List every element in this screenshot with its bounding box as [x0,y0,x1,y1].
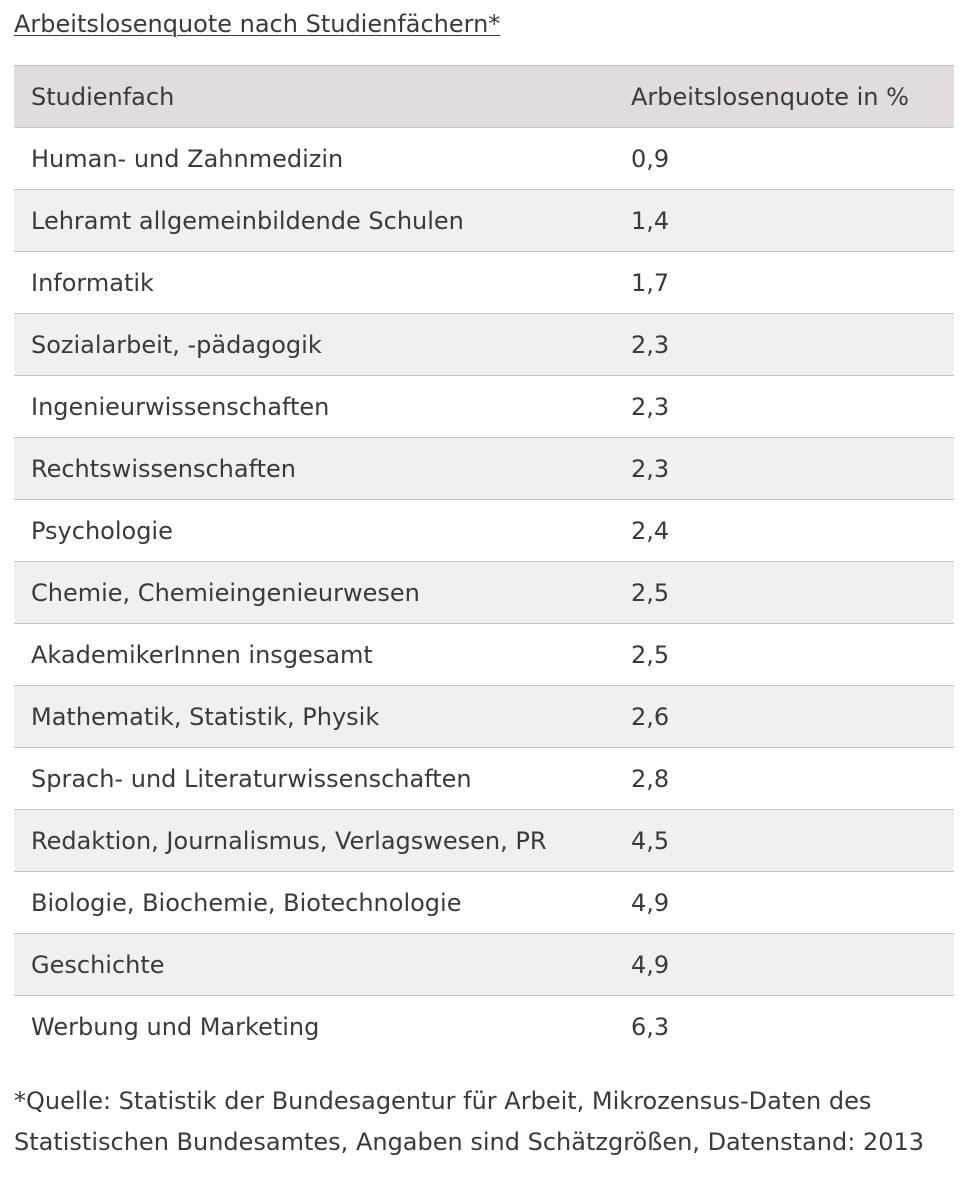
cell-quote: 2,3 [614,313,954,376]
cell-quote: 2,3 [614,437,954,500]
cell-studienfach: Informatik [14,251,614,314]
cell-studienfach: Biologie, Biochemie, Biotechnologie [14,871,614,934]
cell-studienfach: Sozialarbeit, -pädagogik [14,313,614,376]
table-row: Lehramt allgemeinbildende Schulen 1,4 [14,189,954,252]
cell-quote: 0,9 [614,127,954,190]
cell-quote: 4,9 [614,933,954,996]
table-row: Sprach- und Literaturwissenschaften 2,8 [14,747,954,810]
column-header-quote: Arbeitslosenquote in % [614,65,954,128]
cell-studienfach: Rechtswissenschaften [14,437,614,500]
table-row: AkademikerInnen insgesamt 2,5 [14,623,954,686]
table-header: Studienfach Arbeitslosenquote in % [14,65,954,128]
cell-studienfach: Ingenieurwissenschaften [14,375,614,438]
cell-studienfach: Human- und Zahnmedizin [14,127,614,190]
cell-studienfach: Lehramt allgemeinbildende Schulen [14,189,614,252]
table-row: Rechtswissenschaften 2,3 [14,437,954,500]
cell-studienfach: AkademikerInnen insgesamt [14,623,614,686]
table-row: Biologie, Biochemie, Biotechnologie 4,9 [14,871,954,934]
table-row: Redaktion, Journalismus, Verlagswesen, P… [14,809,954,872]
table-row: Ingenieurwissenschaften 2,3 [14,375,954,438]
cell-quote: 2,3 [614,375,954,438]
cell-studienfach: Redaktion, Journalismus, Verlagswesen, P… [14,809,614,872]
source-footnote: *Quelle: Statistik der Bundesagentur für… [14,1086,924,1156]
table-row: Human- und Zahnmedizin 0,9 [14,127,954,190]
cell-studienfach: Psychologie [14,499,614,562]
cell-studienfach: Werbung und Marketing [14,995,614,1058]
table-row: Mathematik, Statistik, Physik 2,6 [14,685,954,748]
table-body: Human- und Zahnmedizin 0,9 Lehramt allge… [14,127,954,1058]
cell-studienfach: Mathematik, Statistik, Physik [14,685,614,748]
cell-quote: 2,6 [614,685,954,748]
cell-quote: 4,9 [614,871,954,934]
unemployment-table: Studienfach Arbeitslosenquote in % Human… [14,65,954,1058]
cell-quote: 2,8 [614,747,954,810]
cell-studienfach: Chemie, Chemieingenieurwesen [14,561,614,624]
cell-quote: 1,4 [614,189,954,252]
table-row: Informatik 1,7 [14,251,954,314]
column-header-studienfach: Studienfach [14,65,614,128]
cell-quote: 2,5 [614,623,954,686]
table-row: Sozialarbeit, -pädagogik 2,3 [14,313,954,376]
table-row: Psychologie 2,4 [14,499,954,562]
cell-quote: 2,4 [614,499,954,562]
cell-studienfach: Geschichte [14,933,614,996]
cell-quote: 2,5 [614,561,954,624]
cell-quote: 4,5 [614,809,954,872]
table-row: Geschichte 4,9 [14,933,954,996]
cell-quote: 6,3 [614,995,954,1058]
table-title[interactable]: Arbeitslosenquote nach Studienfächern* [14,10,501,38]
table-row: Chemie, Chemieingenieurwesen 2,5 [14,561,954,624]
table-row: Werbung und Marketing 6,3 [14,995,954,1058]
cell-quote: 1,7 [614,251,954,314]
cell-studienfach: Sprach- und Literaturwissenschaften [14,747,614,810]
header-row: Studienfach Arbeitslosenquote in % [14,65,954,128]
